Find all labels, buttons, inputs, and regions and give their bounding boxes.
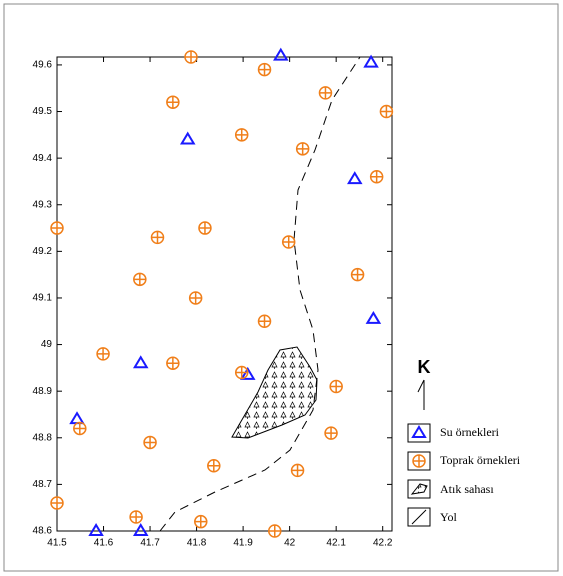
point: [135, 357, 147, 367]
point: [319, 87, 331, 99]
legend-label: Su örnekleri: [440, 425, 500, 439]
point: [297, 143, 309, 155]
point: [208, 460, 220, 472]
legend-marker: [413, 455, 425, 467]
y-tick-label: 49.4: [33, 153, 53, 164]
legend-area-icon: [412, 484, 427, 494]
x-tick-label: 41.8: [187, 538, 207, 549]
point: [135, 525, 147, 535]
legend-label: Toprak örnekleri: [440, 453, 521, 467]
x-tick-label: 42.1: [326, 538, 346, 549]
y-tick-label: 48.8: [33, 432, 53, 443]
point: [134, 273, 146, 285]
point: [51, 222, 63, 234]
point: [152, 231, 164, 243]
point: [90, 525, 102, 535]
map-chart: K Atık sahası Yol 41.5 41.6 41.7 41.8 41.9 42…: [0, 0, 563, 576]
point: [167, 96, 179, 108]
point: [380, 106, 392, 118]
point: [195, 516, 207, 528]
x-tick-label: 41.5: [47, 538, 67, 549]
x-tick-label: 42: [284, 538, 296, 549]
point: [236, 367, 248, 379]
point: [51, 497, 63, 509]
point: [97, 348, 109, 360]
y-tick-label: 49.6: [33, 60, 53, 71]
point: [349, 173, 361, 183]
road: [160, 57, 360, 531]
legend-label: Yol: [440, 510, 457, 524]
x-tick-label: 41.7: [140, 538, 160, 549]
point: [367, 313, 379, 323]
y-tick-label: 48.7: [33, 479, 53, 490]
point: [236, 129, 248, 141]
legend-label: Atık sahası: [440, 482, 494, 496]
north-arrow: [418, 380, 424, 410]
point: [130, 511, 142, 523]
point: [269, 525, 281, 537]
x-tick-label: 41.6: [94, 538, 114, 549]
page: {"chart_data": {"type": "scatter", "xlim…: [0, 0, 563, 576]
point: [365, 57, 377, 67]
y-tick-label: 48.6: [33, 526, 53, 537]
point: [352, 269, 364, 281]
point: [74, 422, 86, 434]
north-label: K: [418, 357, 431, 377]
point: [259, 315, 271, 327]
y-tick-label: 49.5: [33, 106, 53, 117]
x-tick-label: 42.2: [373, 538, 393, 549]
point: [199, 222, 211, 234]
point: [283, 236, 295, 248]
point: [190, 292, 202, 304]
legend-road-icon: [412, 510, 426, 524]
point: [292, 464, 304, 476]
point: [275, 50, 287, 60]
legend-marker: [413, 427, 425, 437]
x-tick-label: 41.9: [233, 538, 253, 549]
point: [185, 51, 197, 63]
point: [167, 357, 179, 369]
y-tick-label: 49.2: [33, 246, 53, 257]
point: [259, 64, 271, 76]
point: [71, 413, 83, 423]
y-tick-label: 49.3: [33, 199, 53, 210]
point: [325, 427, 337, 439]
point: [144, 436, 156, 448]
point: [371, 171, 383, 183]
y-tick-label: 49: [41, 339, 53, 350]
point: [330, 381, 342, 393]
y-tick-label: 49.1: [33, 293, 53, 304]
plot-area: [57, 57, 392, 531]
point: [182, 133, 194, 143]
y-tick-label: 48.9: [33, 386, 53, 397]
legend: K Atık sahası Yol: [408, 357, 494, 526]
